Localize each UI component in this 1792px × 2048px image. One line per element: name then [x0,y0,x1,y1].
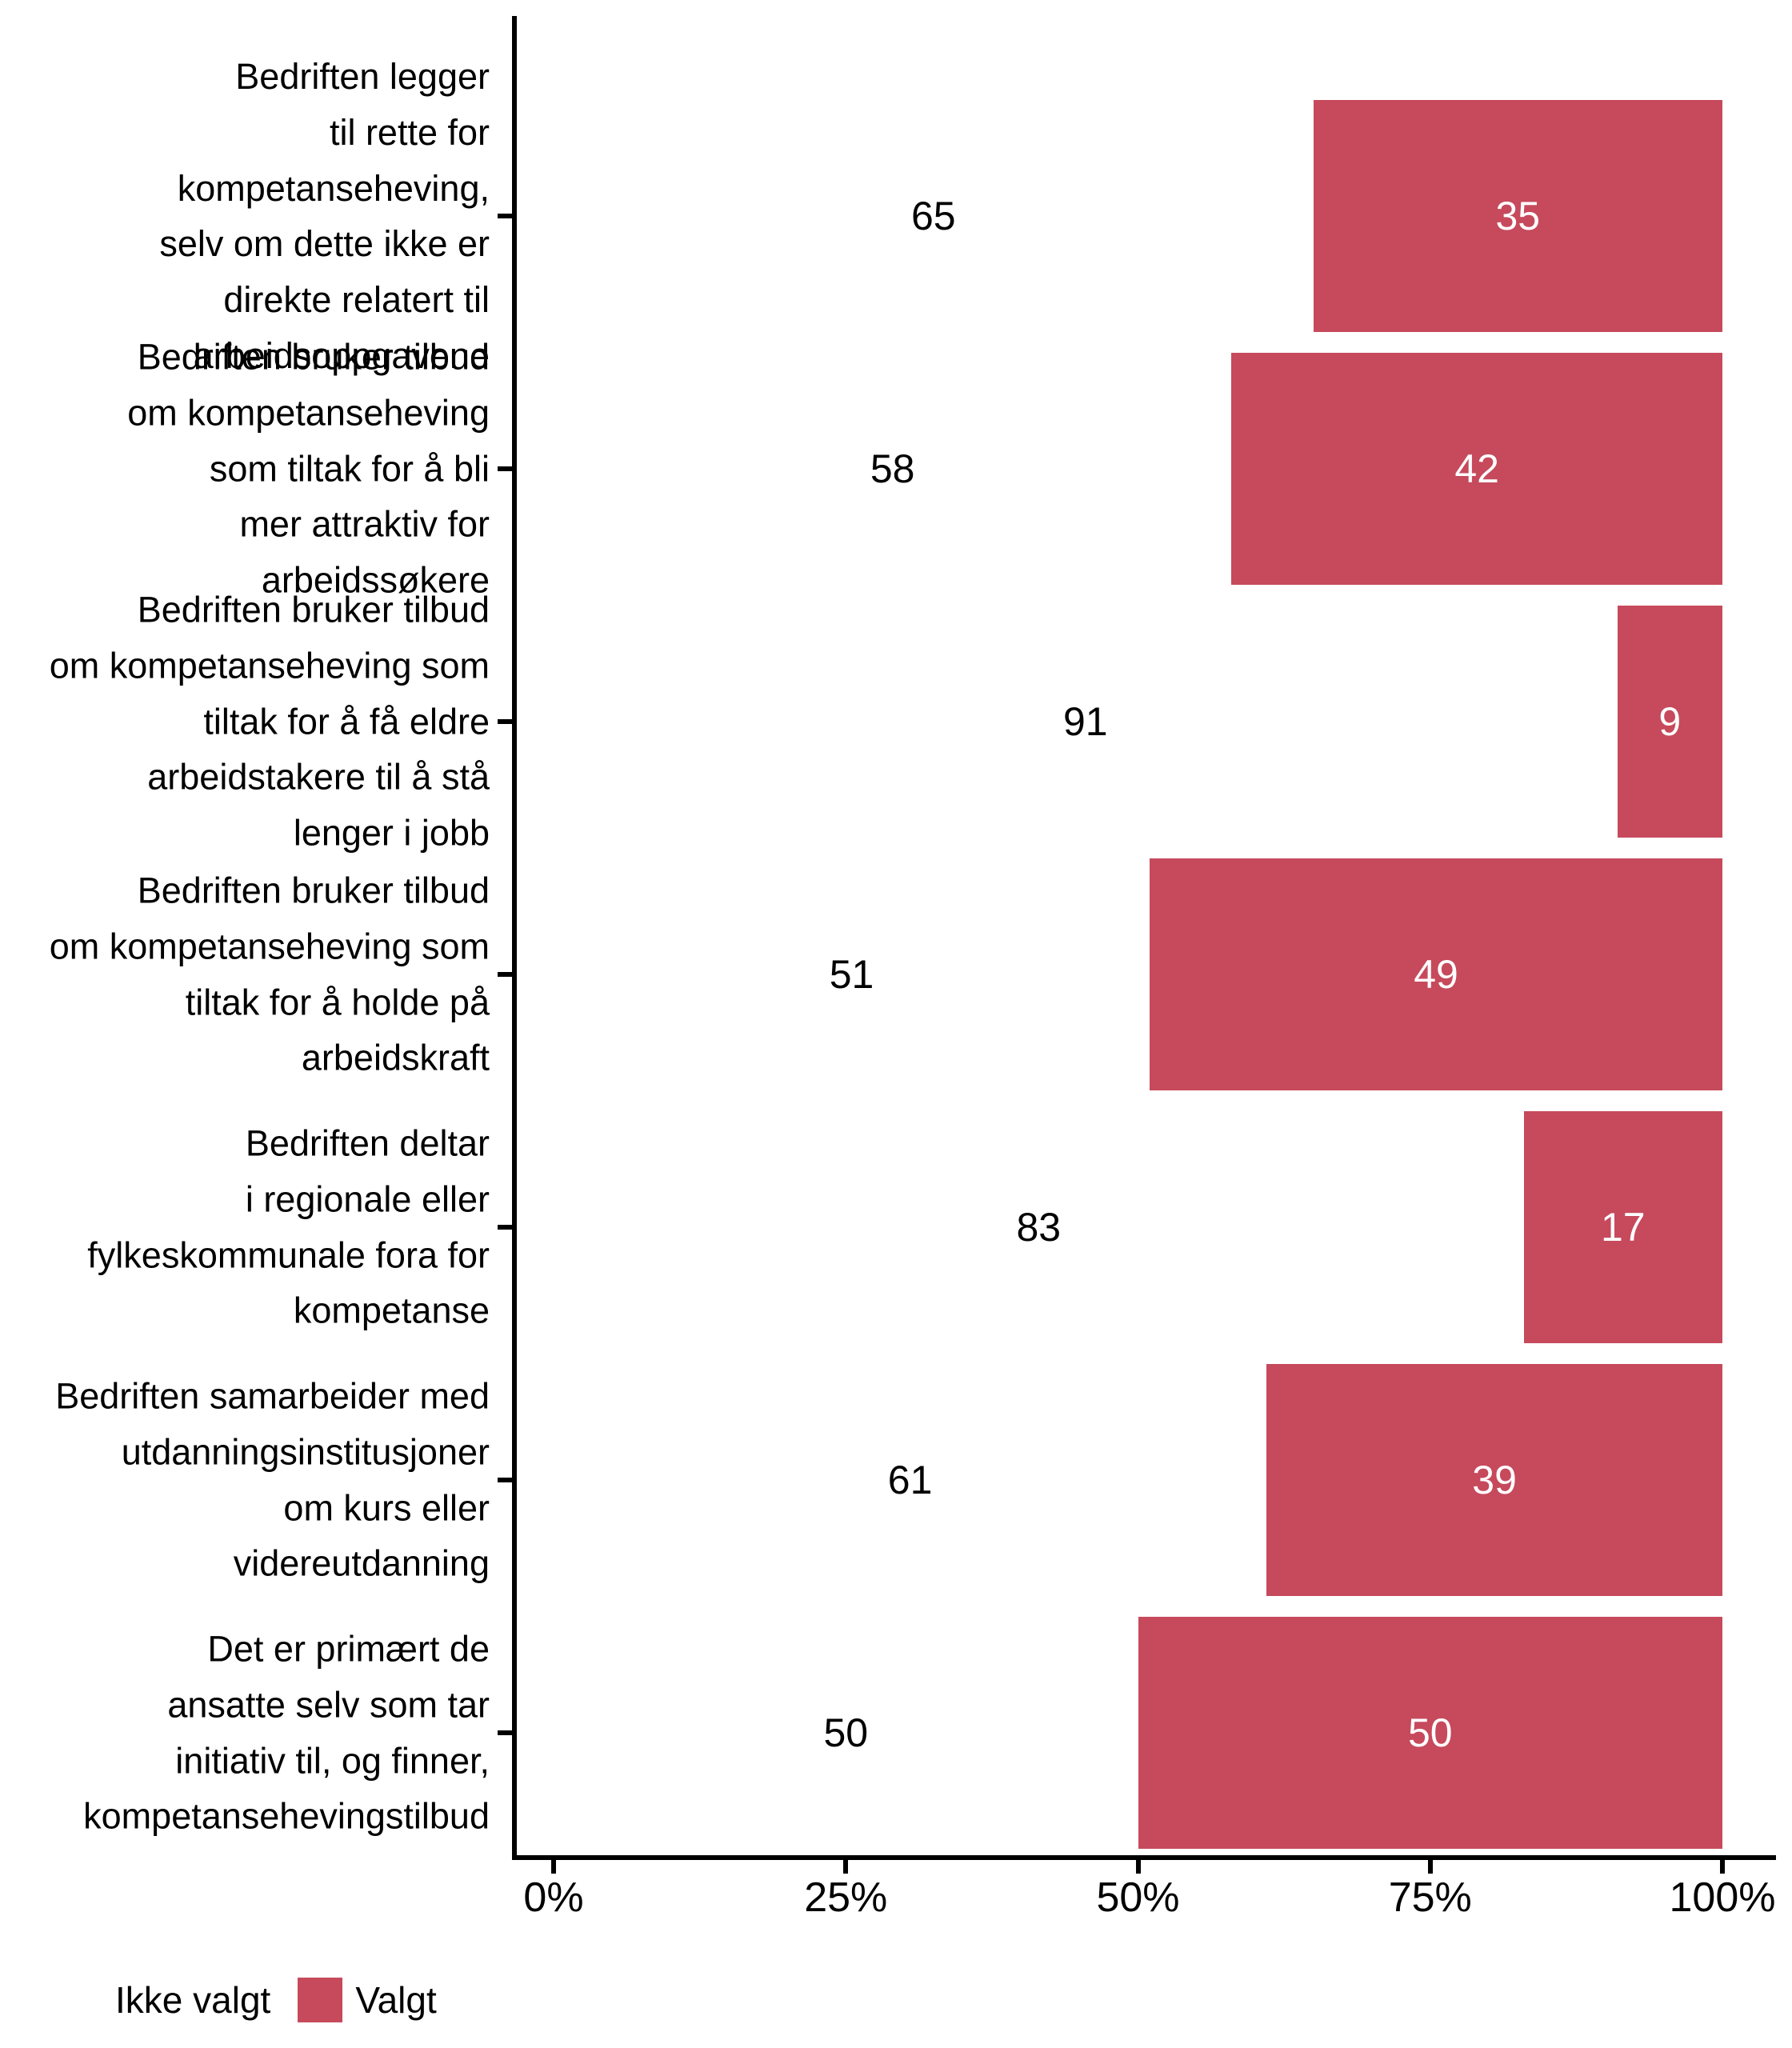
x-axis-tick [1720,1858,1725,1874]
legend-item-ikke-valgt: Ikke valgt [58,1978,270,2022]
x-axis-tick-label: 50% [1096,1874,1180,1921]
bar-segment-not-selected: 61 [554,1364,1267,1596]
bar-value-label: 42 [1454,446,1499,491]
bar-row: 83 17 [554,1111,1722,1343]
x-axis-line [512,1855,1776,1860]
category-label: Bedriften deltar i regionale eller fylke… [87,1122,490,1331]
bar-value-label: 83 [1016,1205,1062,1250]
x-axis-tick [843,1858,849,1874]
legend-item-valgt: Valgt [298,1978,437,2022]
bar-value-label: 39 [1472,1458,1517,1502]
category-label: Bedriften bruker tilbud om kompetansehev… [49,870,490,1078]
x-axis-tick-label: 75% [1388,1874,1472,1921]
bar-value-label: 61 [887,1458,933,1502]
bar-row: 65 35 [554,100,1722,332]
bar-row: 58 42 [554,353,1722,585]
bar-segment-not-selected: 65 [554,100,1314,332]
bar-value-label: 17 [1600,1205,1646,1250]
bar-value-label: 35 [1495,194,1541,238]
category-label: Bedriften bruker tilbud om kompetansehev… [127,336,490,601]
bar-value-label: 91 [1062,699,1108,744]
x-axis-tick [1135,1858,1141,1874]
bar-value-label: 50 [1407,1710,1453,1755]
x-axis-tick [551,1858,556,1874]
category-label: Bedriften bruker tilbud om kompetansehev… [49,589,490,854]
bar-segment-not-selected: 51 [554,858,1150,1090]
legend-label-ikke-valgt: Ikke valgt [115,1979,271,2021]
bar-segment-selected: 35 [1313,100,1722,332]
category-label: Bedriften legger til rette for kompetans… [159,55,490,376]
y-axis-spine [512,16,517,1860]
bar-segment-selected: 49 [1150,858,1722,1090]
category-label: Det er primært de ansatte selv som tar i… [83,1628,490,1837]
bar-segment-not-selected: 91 [554,606,1618,838]
bar-value-label: 9 [1658,699,1682,744]
y-axis-tick [498,972,512,977]
legend-label-valgt: Valgt [355,1979,437,2021]
y-axis-tick [498,214,512,218]
bar-value-label: 50 [823,1710,869,1755]
bar-segment-selected: 9 [1617,606,1722,838]
x-axis-tick-label: 100% [1669,1874,1776,1921]
bar-segment-selected: 42 [1231,353,1722,585]
legend-swatch-ikke-valgt [58,1978,102,2022]
x-axis-tick [1427,1858,1433,1874]
bar-segment-not-selected: 50 [554,1617,1138,1849]
bar-value-label: 58 [870,446,915,491]
x-axis-tick-label: 0% [523,1874,584,1921]
bar-row: 91 9 [554,606,1722,838]
legend-swatch-valgt [298,1978,343,2022]
y-axis-tick [498,719,512,724]
y-axis-tick [498,1478,512,1482]
bar-value-label: 65 [911,194,956,238]
bar-segment-not-selected: 83 [554,1111,1524,1343]
x-axis-tick-label: 25% [804,1874,888,1921]
bar-segment-not-selected: 58 [554,353,1232,585]
y-axis-tick [498,1225,512,1230]
bar-segment-selected: 39 [1266,1364,1722,1596]
bar-row: 50 50 [554,1617,1722,1849]
y-axis-tick [498,466,512,471]
legend: Ikke valgt Valgt [58,1978,437,2022]
bar-value-label: 51 [829,952,874,997]
bar-row: 51 49 [554,858,1722,1090]
y-axis-tick [498,1730,512,1735]
bar-segment-selected: 17 [1523,1111,1722,1343]
bar-segment-selected: 50 [1138,1617,1722,1849]
category-label: Bedriften samarbeider med utdanningsinst… [55,1375,490,1584]
bar-row: 61 39 [554,1364,1722,1596]
bar-value-label: 49 [1414,952,1458,997]
